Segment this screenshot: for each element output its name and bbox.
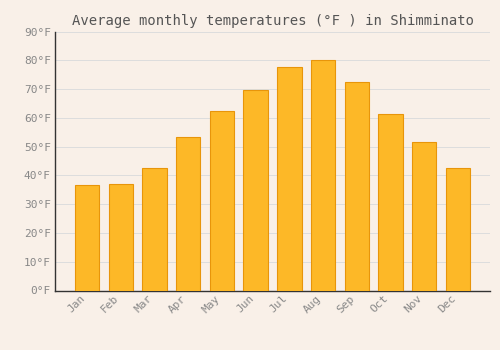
Bar xyxy=(210,111,234,290)
Bar xyxy=(176,136,201,290)
Bar xyxy=(75,186,99,290)
Bar xyxy=(108,184,133,290)
Bar xyxy=(446,168,470,290)
Title: Average monthly temperatures (°F ) in Shimminato: Average monthly temperatures (°F ) in Sh… xyxy=(72,14,473,28)
Bar xyxy=(378,113,402,290)
Bar xyxy=(311,60,336,290)
Bar xyxy=(344,82,369,290)
Bar xyxy=(244,91,268,290)
Bar xyxy=(142,168,167,290)
Bar xyxy=(277,68,301,290)
Bar xyxy=(412,142,436,290)
